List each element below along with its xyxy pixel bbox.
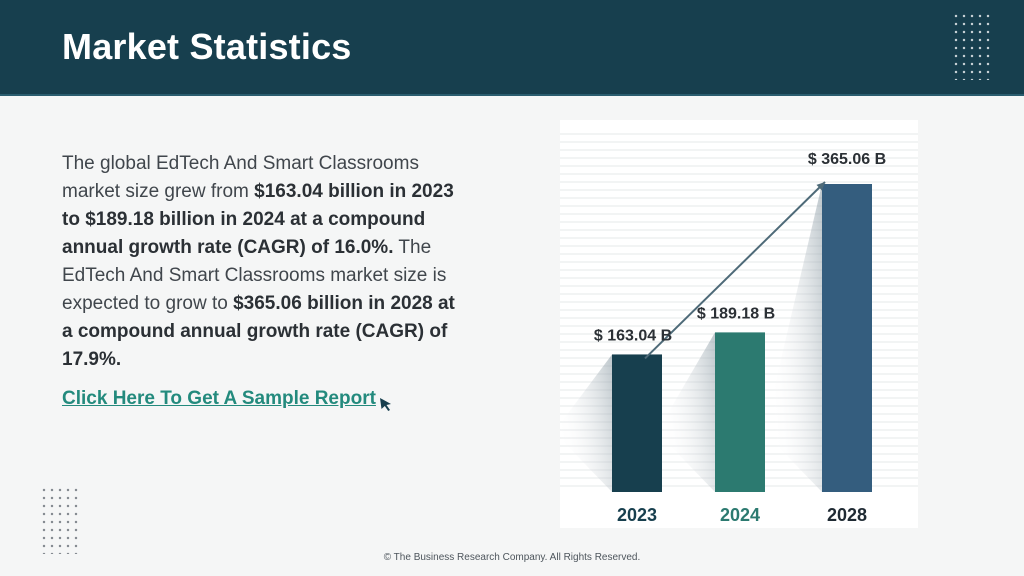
category-label: 2024 xyxy=(720,505,760,525)
body-text-segment: The global EdTech And Smart Classrooms m… xyxy=(62,153,419,202)
highlight-text: $365.06 billion in 2028 at a compound an… xyxy=(62,293,455,370)
bar-2024 xyxy=(715,332,765,492)
value-label: $ 163.04 B xyxy=(594,327,672,344)
decorative-dot-pattern xyxy=(952,12,994,80)
bar-shadow xyxy=(764,184,822,492)
category-label: 2028 xyxy=(827,505,867,525)
header-bar: Market Statistics xyxy=(0,0,1024,96)
copyright-footer: © The Business Research Company. All Rig… xyxy=(383,552,641,563)
trend-arrow-head xyxy=(816,182,825,191)
chart-panel: $ 163.04 B $ 189.18 B $ 365.06 B 2023 2024 20… xyxy=(560,120,918,528)
sample-report-link[interactable]: Click Here To Get A Sample Report xyxy=(62,388,376,409)
bar-shadow xyxy=(657,332,715,492)
value-label: $ 189.18 B xyxy=(697,305,775,322)
value-label: $ 365.06 B xyxy=(808,151,886,168)
body-text-segment: The EdTech And Smart Classrooms market s… xyxy=(62,237,447,314)
market-summary-text: The global EdTech And Smart Classrooms m… xyxy=(62,150,462,374)
category-label: 2023 xyxy=(617,505,657,525)
decorative-dot-pattern xyxy=(40,486,82,554)
bar-2023 xyxy=(612,354,662,492)
page-title: Market Statistics xyxy=(62,26,352,67)
cursor-arrow-icon xyxy=(380,398,391,411)
market-size-bar-chart: $ 163.04 B $ 189.18 B $ 365.06 B 2023 2024 20… xyxy=(560,133,918,525)
bar-shadow xyxy=(560,354,612,492)
highlight-text: $163.04 billion in 2023 to $189.18 billi… xyxy=(62,181,454,258)
trend-arrow-line xyxy=(644,181,826,360)
bar-2028 xyxy=(822,184,872,492)
